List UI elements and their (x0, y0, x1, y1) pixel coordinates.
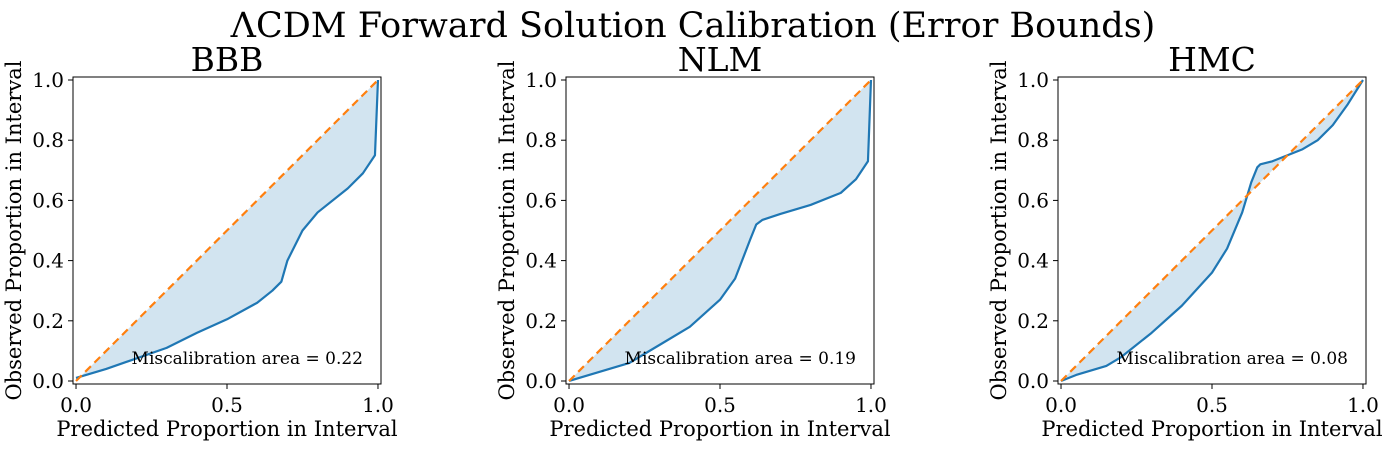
ideal-calibration-line (75, 79, 379, 382)
x-axis-label: Predicted Proportion in Interval (549, 417, 890, 441)
chart-panel-bbb: 0.0 0.5 1.0 0.0 0.2 0.4 0.6 0.8 1.0 BBB Predicted … (2, 40, 398, 441)
figure-suptitle: ΛCDM Forward Solution Calibration (Error… (230, 6, 1156, 46)
panel-title: HMC (1168, 40, 1256, 79)
ideal-calibration-line (568, 79, 872, 382)
y-tick-label: 1.0 (1017, 68, 1049, 92)
x-tick-label: 1.0 (362, 393, 394, 417)
x-tick-label: 0.5 (211, 393, 243, 417)
y-tick-label: 0.0 (1017, 369, 1049, 393)
y-tick-label: 0.4 (1017, 249, 1049, 273)
x-tick-label: 1.0 (855, 393, 887, 417)
y-axis-label: Observed Proportion in Interval (987, 60, 1011, 400)
x-tick-label: 0.0 (60, 393, 92, 417)
miscalibration-annotation: Miscalibration area = 0.22 (132, 349, 363, 369)
y-tick-label: 0.4 (32, 249, 64, 273)
y-axis-label: Observed Proportion in Interval (495, 60, 519, 400)
chart-panel-nlm: 0.0 0.5 1.0 0.0 0.2 0.4 0.6 0.8 1.0 NLM Predicted … (495, 40, 891, 441)
y-tick-label: 0.8 (32, 128, 64, 152)
y-tick-label: 0.6 (525, 188, 557, 212)
ideal-calibration-line (1060, 79, 1364, 382)
calibration-curve-line (568, 79, 873, 383)
y-tick-label: 0.2 (32, 309, 64, 333)
x-tick-label: 0.0 (1045, 393, 1077, 417)
y-tick-label: 1.0 (525, 68, 557, 92)
y-tick-label: 0.2 (525, 309, 557, 333)
y-tick-label: 0.4 (525, 249, 557, 273)
y-tick-label: 0.8 (1017, 128, 1049, 152)
x-tick-label: 0.0 (553, 393, 585, 417)
x-axis-label: Predicted Proportion in Interval (56, 417, 397, 441)
x-axis-label: Predicted Proportion in Interval (1041, 417, 1382, 441)
x-tick-label: 0.5 (1196, 393, 1228, 417)
x-tick-label: 0.5 (704, 393, 736, 417)
y-tick-label: 0.6 (1017, 188, 1049, 212)
panel-title: NLM (678, 40, 763, 79)
panel-title: BBB (191, 40, 264, 79)
y-tick-label: 0.0 (32, 369, 64, 393)
x-tick-label: 1.0 (1347, 393, 1379, 417)
miscalibration-annotation: Miscalibration area = 0.19 (625, 349, 856, 369)
y-tick-label: 0.2 (1017, 309, 1049, 333)
y-tick-label: 0.6 (32, 188, 64, 212)
calibration-panels: 0.0 0.5 1.0 0.0 0.2 0.4 0.6 0.8 1.0 BBB Predicted … (2, 40, 1383, 441)
chart-panel-hmc: 0.0 0.5 1.0 0.0 0.2 0.4 0.6 0.8 1.0 HMC Predicted … (987, 40, 1383, 441)
calibration-curve-line (75, 79, 380, 380)
miscalibration-annotation: Miscalibration area = 0.08 (1117, 349, 1348, 369)
y-tick-label: 0.8 (525, 128, 557, 152)
y-tick-label: 0.0 (525, 369, 557, 393)
y-tick-label: 1.0 (32, 68, 64, 92)
y-axis-label: Observed Proportion in Interval (2, 60, 26, 400)
